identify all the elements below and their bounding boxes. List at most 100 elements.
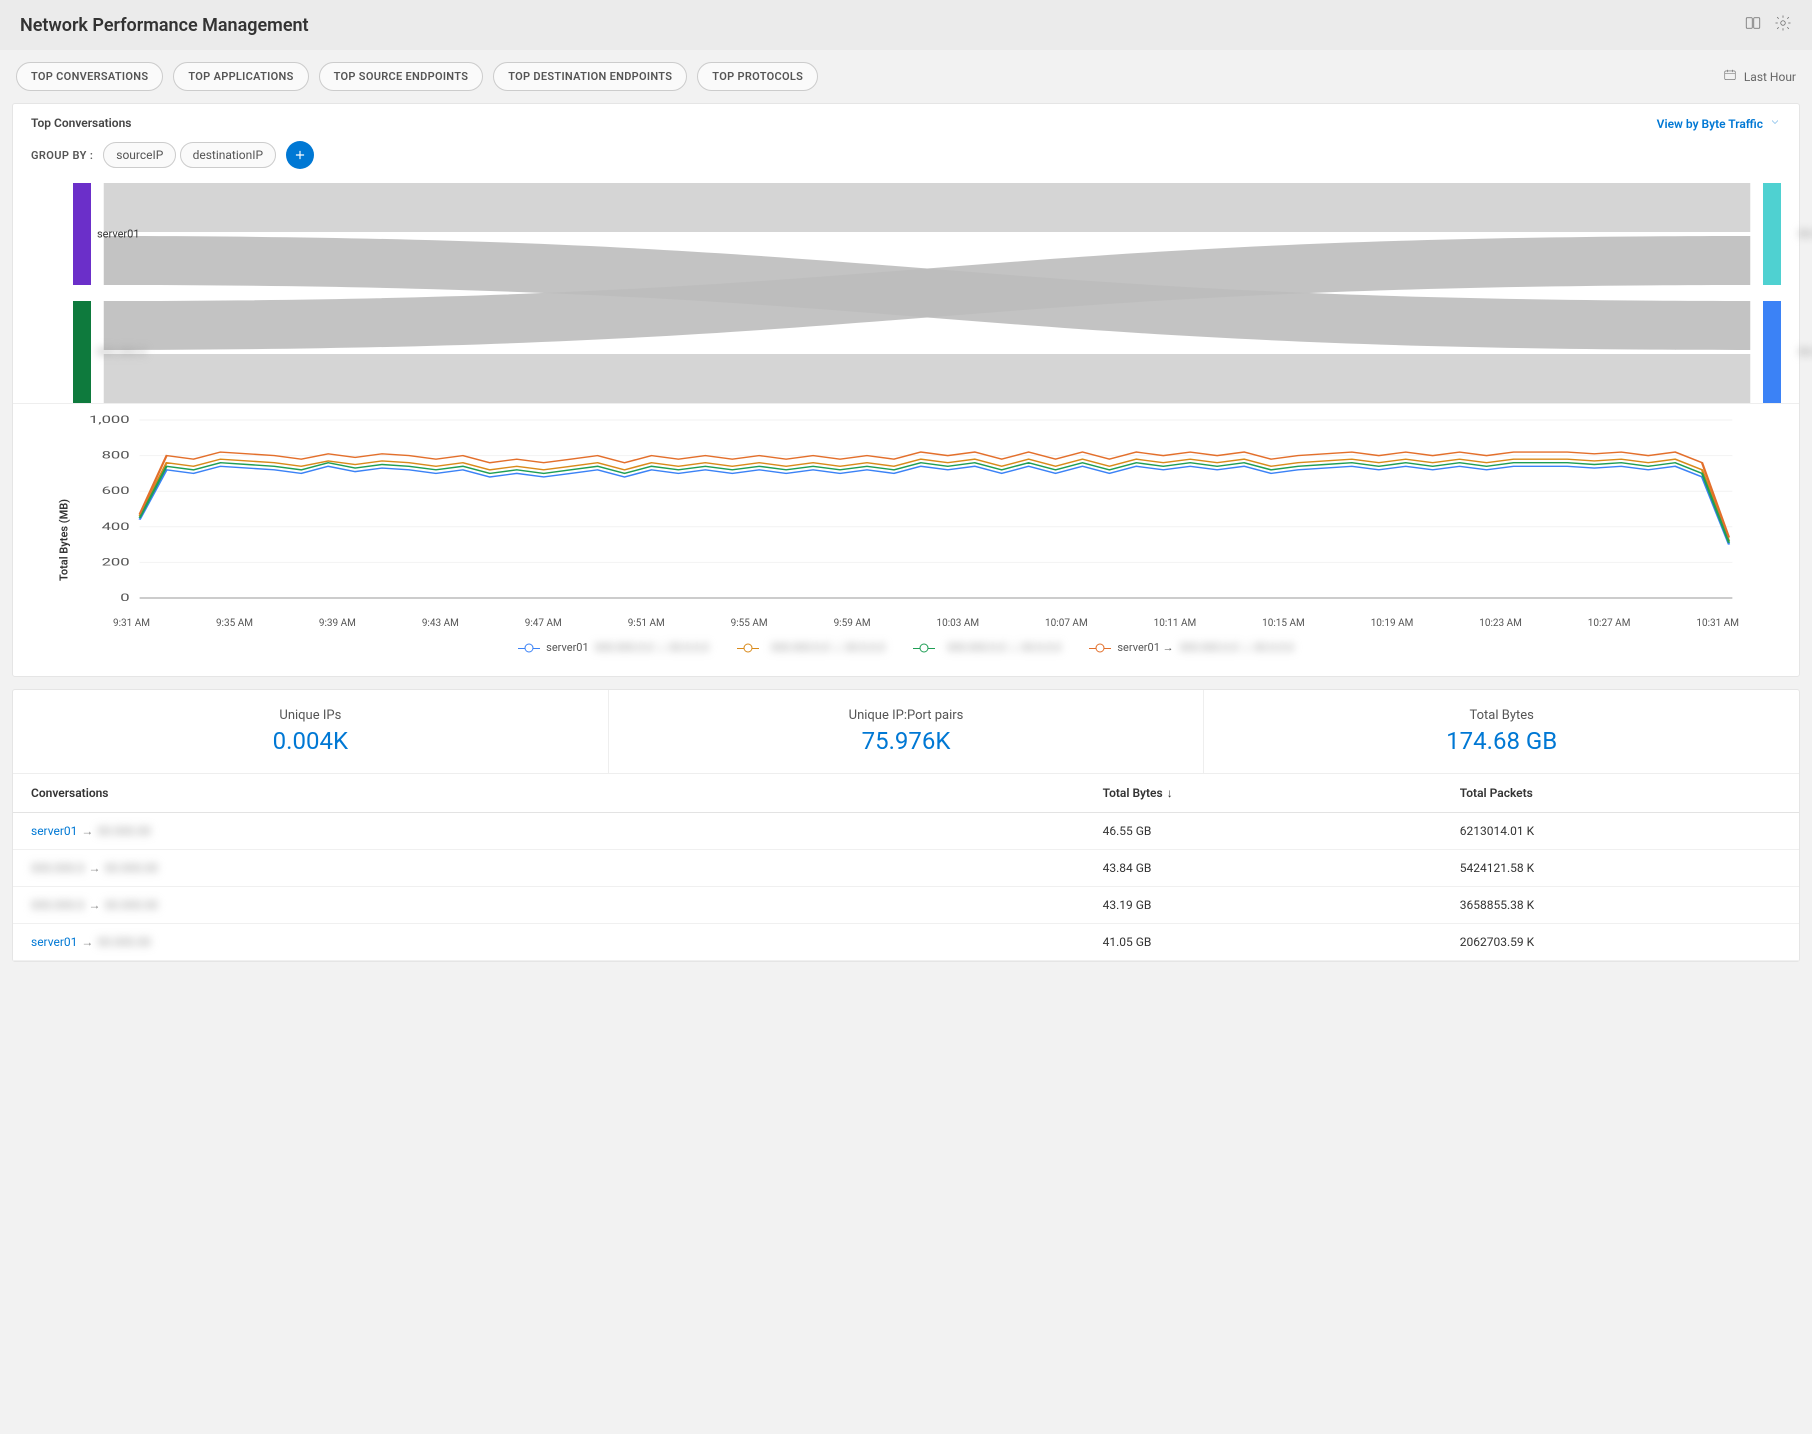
- tab-top-destination-endpoints[interactable]: TOP DESTINATION ENDPOINTS: [493, 62, 687, 91]
- total-bytes-cell: 43.84 GB: [1085, 850, 1442, 887]
- table-row[interactable]: server01 → 00.000.00 46.55 GB6213014.01 K: [13, 813, 1799, 850]
- view-by-label: View by Byte Traffic: [1657, 117, 1763, 131]
- header-actions: [1744, 14, 1792, 36]
- column-header[interactable]: Total Packets: [1442, 774, 1799, 813]
- stat-value: 75.976K: [619, 727, 1194, 755]
- group-by-row: GROUP BY : sourceIP destinationIP: [13, 131, 1799, 183]
- tab-top-source-endpoints[interactable]: TOP SOURCE ENDPOINTS: [319, 62, 484, 91]
- stat-value: 0.004K: [23, 727, 598, 755]
- x-tick: 9:43 AM: [422, 618, 459, 629]
- legend-item[interactable]: 000.000.0.0 → 00.0.0.0: [737, 641, 885, 654]
- add-group-button[interactable]: [286, 141, 314, 169]
- total-packets-cell: 3658855.38 K: [1442, 887, 1799, 924]
- legend-marker: [737, 643, 759, 653]
- sankey-dest-node[interactable]: [1763, 301, 1781, 403]
- time-range-label: Last Hour: [1744, 70, 1796, 84]
- total-bytes-cell: 46.55 GB: [1085, 813, 1442, 850]
- svg-text:0: 0: [120, 592, 129, 604]
- calendar-icon: [1722, 68, 1738, 85]
- sankey-source-node[interactable]: [73, 183, 91, 285]
- x-tick: 9:55 AM: [731, 618, 768, 629]
- conversation-cell: server01 → 00.000.00: [13, 924, 1085, 961]
- x-tick: 10:19 AM: [1371, 618, 1414, 629]
- conversation-source[interactable]: server01: [31, 935, 77, 949]
- table-row[interactable]: 000.000.0→00.000.0043.84 GB5424121.58 K: [13, 850, 1799, 887]
- conversation-dest: 00.000.00: [97, 935, 151, 949]
- time-range-selector[interactable]: Last Hour: [1722, 68, 1796, 85]
- total-bytes-cell: 43.19 GB: [1085, 887, 1442, 924]
- legend-label: server01 →: [1117, 641, 1173, 654]
- column-header[interactable]: Total Bytes↓: [1085, 774, 1442, 813]
- tab-top-applications[interactable]: TOP APPLICATIONS: [173, 62, 308, 91]
- stat-label: Unique IPs: [23, 708, 598, 723]
- arrow-icon: →: [81, 935, 93, 949]
- cards-icon[interactable]: [1744, 14, 1762, 36]
- total-packets-cell: 2062703.59 K: [1442, 924, 1799, 961]
- gear-icon[interactable]: [1774, 14, 1792, 36]
- stat-unique-ip-port-pairs: Unique IP:Port pairs75.976K: [608, 690, 1204, 773]
- tab-top-protocols[interactable]: TOP PROTOCOLS: [697, 62, 818, 91]
- tab-top-conversations[interactable]: TOP CONVERSATIONS: [16, 62, 163, 91]
- arrow-icon: →: [89, 898, 101, 912]
- stat-unique-ips: Unique IPs 0.004K: [13, 690, 608, 773]
- group-chip-destinationip[interactable]: destinationIP: [180, 142, 276, 168]
- conversation-dest: 00.000.00: [105, 861, 159, 875]
- view-by-dropdown[interactable]: View by Byte Traffic: [1657, 116, 1781, 131]
- conversation-source: 000.000.0: [31, 861, 85, 875]
- total-packets-cell: 5424121.58 K: [1442, 850, 1799, 887]
- page-title: Network Performance Management: [20, 15, 309, 36]
- x-tick: 10:23 AM: [1479, 618, 1522, 629]
- sankey-diagram: server01000.000.000.0.0000.0.00: [73, 183, 1781, 403]
- tabs-row: TOP CONVERSATIONS TOP APPLICATIONS TOP SOU…: [0, 50, 1812, 103]
- x-tick: 10:15 AM: [1262, 618, 1305, 629]
- conversation-dest: 00.000.00: [105, 898, 159, 912]
- sankey-dest-label: 00.0.00: [1798, 228, 1812, 241]
- svg-text:600: 600: [102, 485, 130, 497]
- sankey-source-label: 000.000.0: [97, 346, 146, 359]
- x-tick: 9:47 AM: [525, 618, 562, 629]
- sankey-dest-label: 00.0.00: [1798, 346, 1812, 359]
- x-tick: 9:35 AM: [216, 618, 253, 629]
- sankey-source-label: server01: [97, 228, 140, 241]
- tabs: TOP CONVERSATIONS TOP APPLICATIONS TOP SOU…: [16, 62, 818, 91]
- total-bytes-cell: 41.05 GB: [1085, 924, 1442, 961]
- x-tick: 10:03 AM: [937, 618, 980, 629]
- sankey-dest-node[interactable]: [1763, 183, 1781, 285]
- svg-text:200: 200: [102, 557, 130, 569]
- linechart-panel: Total Bytes (MB) 02004006008001,000 9:31…: [13, 403, 1799, 676]
- legend-label-redacted: 000.000.0.0 → 00.0.0.0: [1180, 641, 1294, 654]
- sankey-source-node[interactable]: [73, 301, 91, 403]
- group-chip-sourceip[interactable]: sourceIP: [103, 142, 176, 168]
- stat-total-bytes: Total Bytes174.68 GB: [1203, 690, 1799, 773]
- conversation-cell: 000.000.0→00.000.00: [13, 887, 1085, 924]
- table-row[interactable]: 000.000.0→00.000.0043.19 GB3658855.38 K: [13, 887, 1799, 924]
- x-tick: 10:31 AM: [1696, 618, 1739, 629]
- svg-text:800: 800: [102, 450, 130, 462]
- line-chart: 0 200 400 600 800 1,000: [73, 414, 1739, 614]
- x-ticks: 9:31 AM9:35 AM9:39 AM9:43 AM9:47 AM9:51 …: [73, 614, 1739, 629]
- svg-text:1,000: 1,000: [89, 414, 130, 426]
- page-header: Network Performance Management: [0, 0, 1812, 50]
- column-header[interactable]: Conversations: [13, 774, 1085, 813]
- x-tick: 9:51 AM: [628, 618, 665, 629]
- conversation-dest: 00.000.00: [97, 824, 151, 838]
- conversation-source[interactable]: server01: [31, 824, 77, 838]
- x-tick: 10:11 AM: [1154, 618, 1197, 629]
- legend-marker: [913, 643, 935, 653]
- conversation-cell: 000.000.0→00.000.00: [13, 850, 1085, 887]
- table-row[interactable]: server01 → 00.000.00 41.05 GB2062703.59 K: [13, 924, 1799, 961]
- legend-item[interactable]: 000.000.0.0 → 00.0.0.0: [913, 641, 1061, 654]
- x-tick: 10:07 AM: [1045, 618, 1088, 629]
- svg-text:400: 400: [102, 521, 130, 533]
- card-title: Top Conversations: [31, 116, 131, 130]
- group-by-label: GROUP BY :: [31, 149, 93, 162]
- legend-label-redacted: 000.000.0.0 → 00.0.0.0: [771, 641, 885, 654]
- legend-label: server01: [546, 641, 589, 654]
- legend-item[interactable]: server01 000.000.0.0 → 00.0.0.0: [518, 641, 709, 654]
- legend-item[interactable]: server01 → 000.000.0.0 → 00.0.0.0: [1089, 641, 1293, 654]
- sort-desc-icon: ↓: [1167, 786, 1173, 800]
- total-packets-cell: 6213014.01 K: [1442, 813, 1799, 850]
- arrow-icon: →: [81, 824, 93, 838]
- stats-row: Unique IPs 0.004K Unique IP:Port pairs75.9…: [13, 690, 1799, 774]
- legend-marker: [518, 643, 540, 653]
